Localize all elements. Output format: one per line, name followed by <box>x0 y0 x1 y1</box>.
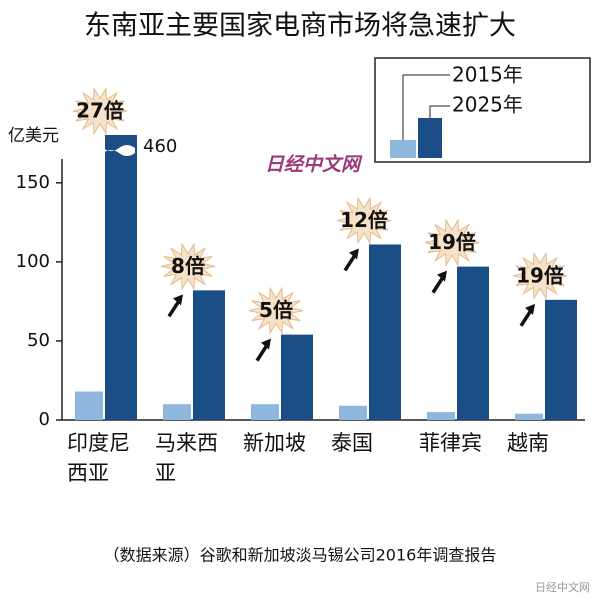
annotation: 8倍 <box>171 254 205 278</box>
legend-label: 2015年 <box>452 63 523 87</box>
y-tick-label: 50 <box>27 330 50 351</box>
legend-leader <box>429 105 450 118</box>
y-tick-label: 150 <box>16 172 50 193</box>
annotation: 5倍 <box>259 298 293 322</box>
arrow-head <box>173 294 183 306</box>
x-tick-label: 泰国 <box>331 431 373 455</box>
y-axis-label: 亿美元 <box>8 126 59 146</box>
bar <box>163 404 191 420</box>
annotation: 12倍 <box>340 208 388 232</box>
starburst <box>72 86 128 136</box>
bar <box>75 391 103 420</box>
y-tick-label: 100 <box>16 251 50 272</box>
starburst <box>424 218 480 267</box>
annotation: 19倍 <box>428 230 476 254</box>
arrow-head <box>525 303 535 315</box>
bar <box>457 266 489 420</box>
bar <box>545 299 577 420</box>
bar <box>193 290 225 420</box>
starburst <box>248 286 304 335</box>
bar <box>515 413 543 420</box>
y-tick-label: 0 <box>39 409 50 430</box>
starburst <box>336 196 392 245</box>
bar <box>339 405 367 420</box>
bar <box>281 334 313 420</box>
badge: 日经中文网 <box>535 580 590 594</box>
value-label: 460 <box>143 136 177 157</box>
arrow-head <box>437 270 447 282</box>
x-tick-label: 印度尼西亚 <box>67 431 130 485</box>
annotation: 19倍 <box>516 263 564 287</box>
legend-swatch <box>390 140 416 158</box>
starburst <box>512 251 568 300</box>
chart-title: 东南亚主要国家电商市场将急速扩大 <box>84 11 516 42</box>
legend-swatch <box>418 118 442 158</box>
x-tick-label: 新加坡 <box>243 431 306 455</box>
bar <box>369 244 401 420</box>
bar <box>251 404 279 420</box>
annotation: 27倍 <box>76 99 124 123</box>
arrow-head <box>349 248 359 260</box>
bar <box>105 135 137 420</box>
watermark: 日经中文网 <box>265 154 363 176</box>
bar <box>427 412 455 420</box>
legend-label: 2025年 <box>452 93 523 117</box>
source: （数据来源）谷歌和新加坡淡马锡公司2016年调查报告 <box>104 546 497 565</box>
x-tick-label: 菲律宾 <box>419 431 482 455</box>
axis-break <box>103 145 135 156</box>
legend-leader <box>402 74 450 140</box>
x-tick-label: 马来西亚 <box>155 431 218 485</box>
starburst <box>160 242 216 291</box>
x-tick-label: 越南 <box>507 431 549 455</box>
arrow-head <box>261 338 271 350</box>
